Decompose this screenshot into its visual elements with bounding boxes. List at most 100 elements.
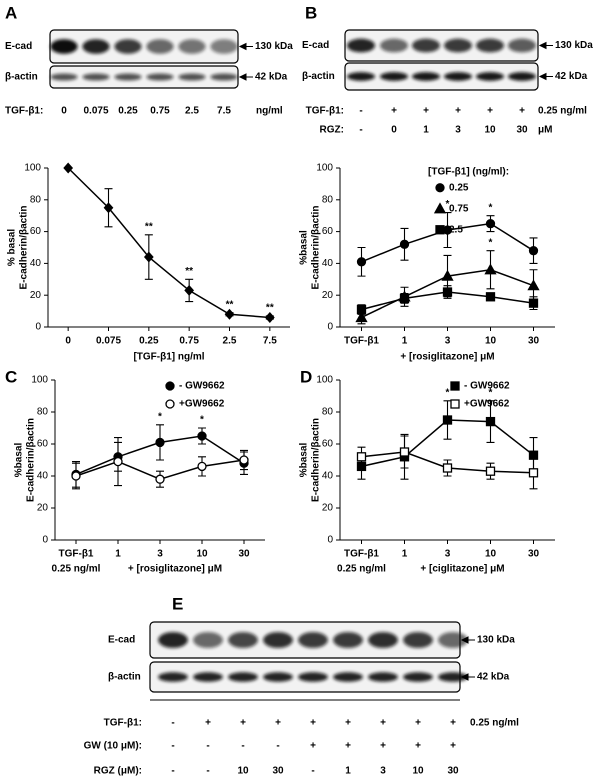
row-name: RGZ (μM): xyxy=(94,766,142,777)
x-tick-label: 0 xyxy=(65,336,71,347)
x-tick-label: 3 xyxy=(445,336,451,347)
lane-label: - xyxy=(171,766,174,777)
marker xyxy=(113,456,123,467)
y-tick-label: 100 xyxy=(24,163,41,174)
blot-band xyxy=(263,632,293,648)
blot-band xyxy=(368,672,398,682)
band-size: 42 kDa xyxy=(477,672,510,683)
y-label: %basal xyxy=(14,443,25,478)
row-unit: 0.25 ng/ml xyxy=(538,106,587,117)
blot-band xyxy=(158,672,188,682)
x-tick-label: TGF-β1 xyxy=(59,549,94,560)
row-name: TGF-β1: xyxy=(104,718,142,729)
blot-band xyxy=(228,632,258,648)
arrow xyxy=(238,42,253,51)
marker xyxy=(441,269,454,281)
significance: * xyxy=(446,387,450,398)
y-tick-label: 100 xyxy=(31,375,48,386)
y-tick-label: 0 xyxy=(327,535,333,546)
blot-box xyxy=(344,62,539,91)
significance: ** xyxy=(145,221,153,232)
y-tick-label: 20 xyxy=(30,290,42,301)
lane-label: 0.75 xyxy=(150,106,170,117)
y-tick-label: 20 xyxy=(322,503,334,514)
x-tick-label: 1 xyxy=(402,549,408,560)
y-tick-label: 80 xyxy=(322,407,334,418)
blot-band xyxy=(379,72,409,81)
legend-title: [TGF-β1] (ng/ml): xyxy=(428,167,509,178)
marker xyxy=(184,284,195,296)
legend-label: - GW9662 xyxy=(464,381,510,392)
panel-letter: C xyxy=(5,367,17,386)
blot-band xyxy=(379,38,409,53)
marker xyxy=(442,463,453,473)
marker xyxy=(355,311,368,323)
lane-label: + xyxy=(450,718,456,729)
marker xyxy=(485,218,496,229)
blot-band xyxy=(82,39,110,54)
x-tick-label: 30 xyxy=(528,549,540,560)
blot-band xyxy=(228,672,258,682)
marker xyxy=(399,447,410,457)
marker xyxy=(485,416,496,427)
blot-band xyxy=(333,672,363,682)
arrow xyxy=(460,636,475,644)
significance: * xyxy=(200,415,204,426)
y-label: %basal xyxy=(299,443,310,478)
lane-label: + xyxy=(345,741,351,752)
y-tick-label: 20 xyxy=(37,503,49,514)
lane-label: 30 xyxy=(516,125,528,136)
lane-label: 10 xyxy=(484,125,496,136)
lane-label: + xyxy=(415,741,421,752)
arrow xyxy=(538,72,553,81)
marker xyxy=(143,251,154,263)
blot-band xyxy=(438,672,468,682)
lane-label: + xyxy=(310,741,316,752)
series-line xyxy=(67,167,270,319)
marker xyxy=(528,298,539,308)
panel-letter: A xyxy=(5,3,17,22)
y-label: %basal xyxy=(299,230,310,265)
marker xyxy=(527,279,540,291)
x-tick-label: 10 xyxy=(485,549,497,560)
x-tick-label: 30 xyxy=(238,549,250,560)
y-tick-label: 60 xyxy=(37,439,49,450)
blot-band xyxy=(114,39,142,54)
blot-band xyxy=(333,632,363,648)
blot-band xyxy=(298,672,328,682)
lane-label: + xyxy=(450,741,456,752)
arrow xyxy=(460,673,475,681)
blot-band xyxy=(475,38,505,53)
blot-band xyxy=(158,632,188,648)
lane-label: - xyxy=(359,125,362,136)
legend-marker xyxy=(433,202,447,214)
lane-label: + xyxy=(391,106,397,117)
y-tick-label: 80 xyxy=(322,194,334,205)
lane-label: 1 xyxy=(423,125,429,136)
blot-band xyxy=(50,39,78,54)
x-tick-label: 30 xyxy=(528,336,540,347)
y-label: E-cadherin/βactin xyxy=(311,206,322,290)
y-tick-label: 100 xyxy=(316,163,333,174)
blot-band xyxy=(507,72,537,81)
band-size: 42 kDa xyxy=(255,72,288,83)
x-label: [TGF-β1] ng/ml xyxy=(133,352,204,363)
y-tick-label: 40 xyxy=(37,471,49,482)
lane-label: - xyxy=(171,718,174,729)
arrow xyxy=(238,73,253,81)
lane-label: - xyxy=(359,106,362,117)
lane-label: 0.25 xyxy=(118,106,138,117)
blot-band xyxy=(368,632,398,648)
legend-label: +GW9662 xyxy=(179,399,225,410)
x-tick-label: TGF-β1 xyxy=(344,549,379,560)
significance: ** xyxy=(226,299,234,310)
lane-label: 0.075 xyxy=(83,106,108,117)
lane-label: - xyxy=(171,741,174,752)
panel-letter: D xyxy=(300,367,312,386)
arrow xyxy=(538,41,553,50)
category-note: 0.25 ng/ml xyxy=(337,564,386,575)
marker xyxy=(528,468,539,478)
band-name: β-actin xyxy=(302,71,335,82)
y-tick-label: 100 xyxy=(316,375,333,386)
lane-label: 30 xyxy=(272,766,284,777)
